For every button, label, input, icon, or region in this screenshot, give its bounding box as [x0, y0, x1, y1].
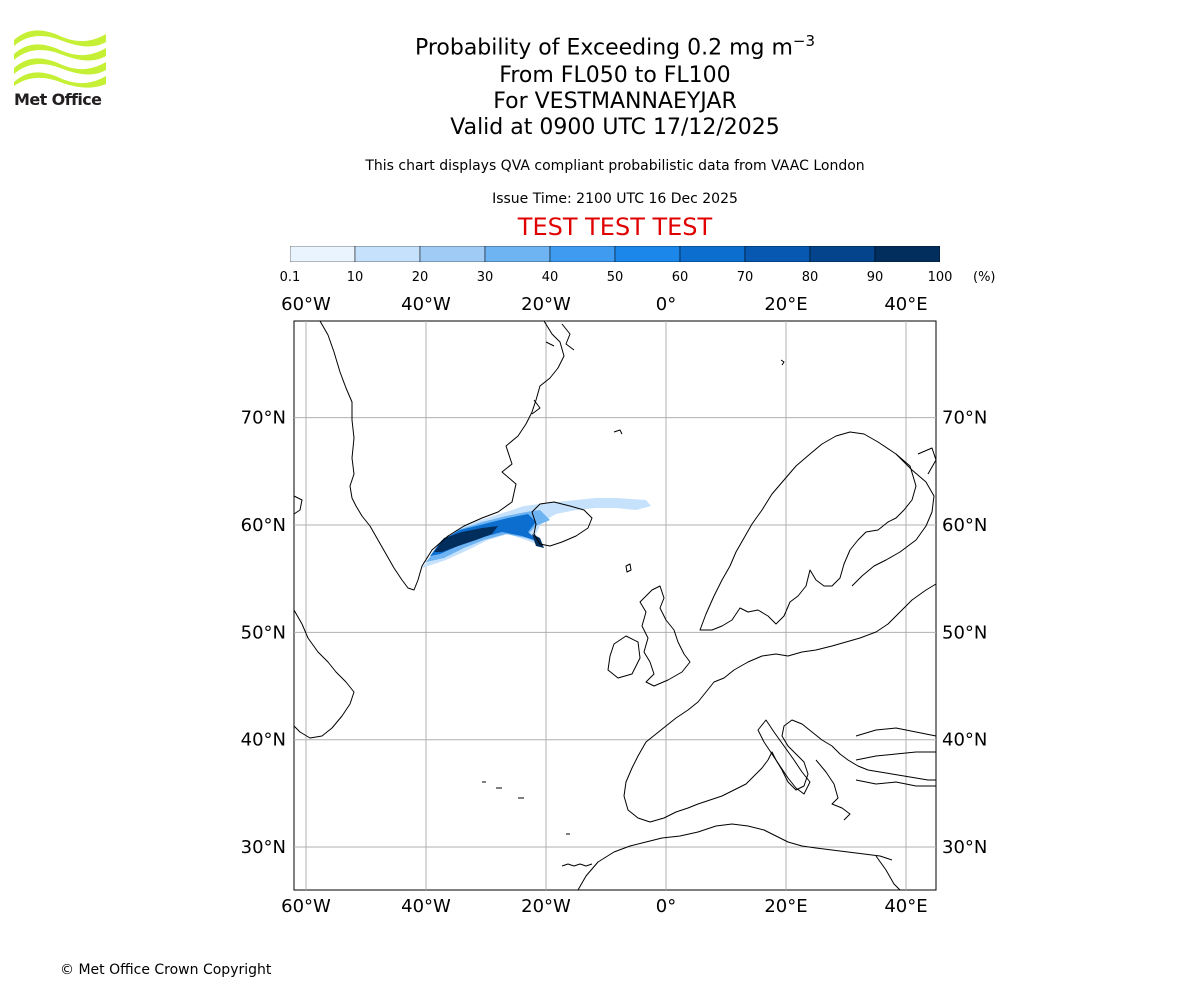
lat-label-left: 60°N: [241, 515, 286, 536]
canada-coast: [293, 609, 355, 739]
lat-label-right: 30°N: [942, 837, 987, 858]
scandinavia: [699, 431, 917, 631]
red-sea: [875, 855, 901, 891]
lat-label-left: 30°N: [241, 837, 286, 858]
probability-map: 60°W 60°W 40°W 40°W 20°W 20°W 0° 0° 20°E 20°E 40°E…: [241, 294, 988, 917]
colorbar-tick-label: 90: [866, 270, 884, 285]
lon-label-bottom: 20°E: [764, 896, 807, 917]
black-sea: [855, 727, 937, 737]
colorbar-tick-label: 30: [476, 270, 494, 285]
axis-labels: 60°W 60°W 40°W 40°W 20°W 20°W 0° 0° 20°E 20°E 40°E…: [241, 294, 988, 917]
turkey: [855, 751, 936, 787]
lat-label-left: 70°N: [241, 408, 286, 429]
colorbar-tick-label: 60: [671, 270, 689, 285]
lon-label-top: 60°W: [281, 294, 331, 315]
location: For VESTMANNAEYJAR: [493, 89, 737, 114]
valid-time: Valid at 0900 UTC 17/12/2025: [450, 115, 780, 140]
colorbar-segment: [744, 246, 811, 262]
colorbar-tick-label: 10: [346, 270, 364, 285]
chart-title: Probability of Exceeding 0.2 mg m−3: [0, 28, 1200, 61]
colorbar-segment: [419, 246, 486, 262]
met-office-wave-logo-icon: [14, 30, 106, 88]
baffin-coast: [293, 495, 303, 515]
balkans: [815, 759, 851, 821]
white-sea: [917, 447, 937, 475]
lon-label-top: 40°W: [401, 294, 451, 315]
colorbar-segment: [874, 246, 940, 262]
lat-label-left: 40°N: [241, 730, 286, 751]
lat-label-right: 40°N: [942, 730, 987, 751]
description: This chart displays QVA compliant probab…: [365, 158, 865, 174]
lon-label-bottom: 0°: [656, 896, 676, 917]
lon-label-top: 0°: [656, 294, 676, 315]
lon-label-top: 20°E: [764, 294, 807, 315]
copyright: © Met Office Crown Copyright: [60, 962, 272, 978]
colorbar-segment: [809, 246, 876, 262]
issue-time: Issue Time: 2100 UTC 16 Dec 2025: [492, 191, 738, 207]
colorbar-segment: [290, 246, 356, 262]
test-banner: TEST TEST TEST: [517, 213, 713, 241]
lon-label-top: 20°W: [521, 294, 571, 315]
europe-mainland: [623, 583, 937, 823]
lon-label-bottom: 40°E: [884, 896, 927, 917]
lat-label-right: 60°N: [942, 515, 987, 536]
iceland-coast: [531, 501, 593, 547]
north-africa: [577, 823, 893, 891]
colorbar: [290, 246, 940, 262]
colorbar-tick-label: 40: [541, 270, 559, 285]
colorbar-tick-label: 80: [801, 270, 819, 285]
lon-label-top: 40°E: [884, 294, 927, 315]
colorbar-tick-label: 50: [606, 270, 624, 285]
lat-label-right: 70°N: [942, 408, 987, 429]
lon-label-bottom: 60°W: [281, 896, 331, 917]
plume-probability-band: [422, 498, 651, 568]
plume-probability-band: [434, 526, 544, 552]
colorbar-segment: [549, 246, 616, 262]
colorbar-tick-label: 20: [411, 270, 429, 285]
faroes: [625, 563, 632, 573]
ireland: [607, 635, 641, 679]
colorbar-tick-label: 100: [927, 270, 953, 285]
colorbar-segment: [484, 246, 551, 262]
finland: [851, 453, 935, 587]
flight-levels: From FL050 to FL100: [499, 63, 731, 88]
logo-text: Met Office: [14, 90, 102, 109]
coastlines: [293, 320, 937, 891]
ash-probability-plume: [422, 498, 651, 568]
great-britain: [639, 585, 691, 687]
colorbar-segment: [614, 246, 681, 262]
italy: [757, 719, 811, 795]
lon-label-bottom: 20°W: [521, 896, 571, 917]
small-islands: [613, 359, 785, 435]
colorbar-segment: [679, 246, 746, 262]
lon-label-bottom: 40°W: [401, 896, 451, 917]
azores: [482, 781, 524, 799]
colorbar-unit: (%): [973, 270, 996, 285]
met-office-logo: Met Office: [14, 28, 108, 114]
title-prefix: Probability of Exceeding 0.2 mg m: [414, 35, 793, 61]
lat-label-right: 50°N: [942, 622, 987, 643]
canary-islands: [561, 863, 593, 867]
colorbar-tick-label: 0.1: [279, 270, 301, 285]
colorbar-segment: [354, 246, 421, 262]
greenland-islands: [531, 323, 575, 415]
map-frame: [293, 320, 937, 891]
lat-label-left: 50°N: [241, 622, 286, 643]
colorbar-tick-label: 70: [736, 270, 754, 285]
title-exponent: −3: [792, 32, 816, 50]
